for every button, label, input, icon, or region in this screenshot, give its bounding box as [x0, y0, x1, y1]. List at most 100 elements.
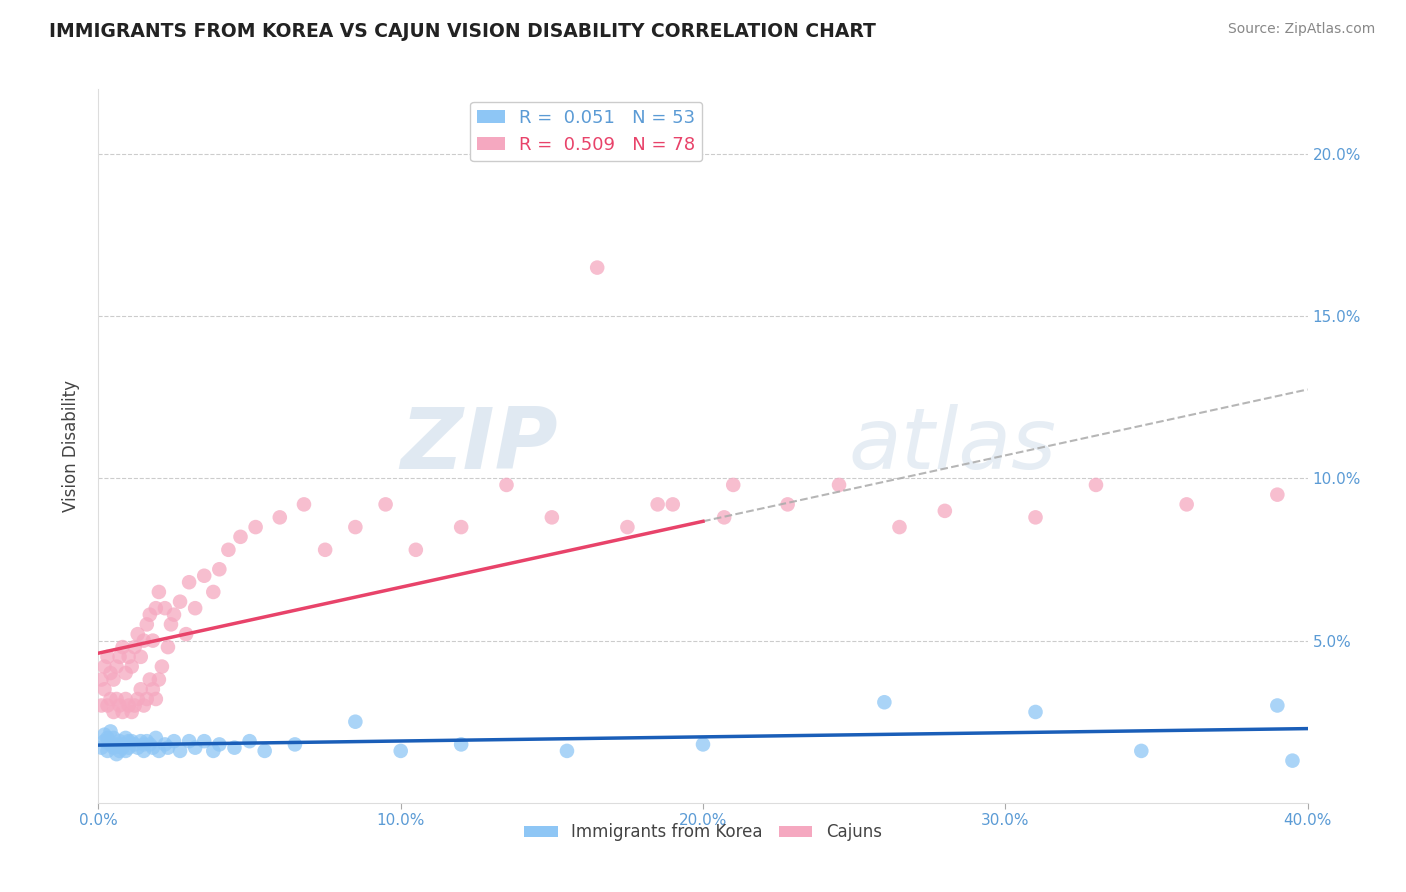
Point	[118, 649, 141, 664]
Point	[118, 698, 141, 713]
Point	[344, 520, 367, 534]
Point	[208, 738, 231, 752]
Point	[344, 714, 367, 729]
Point	[239, 734, 262, 748]
Point	[90, 698, 112, 713]
Point	[114, 731, 136, 745]
Text: atlas: atlas	[848, 404, 1056, 488]
Y-axis label: Vision Disability: Vision Disability	[62, 380, 80, 512]
Point	[108, 734, 131, 748]
Point	[616, 520, 638, 534]
Point	[132, 698, 155, 713]
Point	[96, 649, 118, 664]
Point	[661, 497, 683, 511]
Point	[889, 520, 911, 534]
Point	[108, 744, 131, 758]
Point	[96, 744, 118, 758]
Point	[148, 585, 170, 599]
Point	[93, 734, 115, 748]
Point	[495, 478, 517, 492]
Point	[692, 738, 714, 752]
Point	[100, 666, 122, 681]
Point	[121, 734, 143, 748]
Point	[132, 738, 155, 752]
Point	[121, 705, 143, 719]
Point	[142, 740, 165, 755]
Text: Source: ZipAtlas.com: Source: ZipAtlas.com	[1227, 22, 1375, 37]
Point	[100, 738, 122, 752]
Point	[105, 747, 128, 761]
Text: ZIP: ZIP	[401, 404, 558, 488]
Point	[103, 673, 125, 687]
Point	[124, 698, 146, 713]
Point	[132, 744, 155, 758]
Point	[1024, 510, 1046, 524]
Point	[776, 497, 799, 511]
Point	[202, 744, 225, 758]
Point	[586, 260, 609, 275]
Point	[1267, 488, 1289, 502]
Point	[96, 731, 118, 745]
Point	[121, 659, 143, 673]
Point	[193, 734, 215, 748]
Point	[142, 682, 165, 697]
Point	[145, 731, 167, 745]
Point	[114, 744, 136, 758]
Point	[135, 734, 157, 748]
Point	[647, 497, 669, 511]
Point	[142, 633, 165, 648]
Point	[145, 601, 167, 615]
Point	[111, 740, 134, 755]
Point	[118, 734, 141, 748]
Point	[148, 673, 170, 687]
Point	[135, 692, 157, 706]
Point	[555, 744, 578, 758]
Point	[108, 698, 131, 713]
Point	[100, 692, 122, 706]
Point	[96, 698, 118, 713]
Point	[153, 601, 176, 615]
Point	[114, 692, 136, 706]
Point	[127, 627, 149, 641]
Point	[405, 542, 427, 557]
Point	[90, 673, 112, 687]
Point	[111, 640, 134, 654]
Point	[169, 595, 191, 609]
Point	[127, 692, 149, 706]
Point	[150, 659, 173, 673]
Point	[153, 738, 176, 752]
Point	[118, 740, 141, 755]
Point	[540, 510, 562, 524]
Point	[224, 740, 246, 755]
Point	[713, 510, 735, 524]
Point	[269, 510, 291, 524]
Point	[202, 585, 225, 599]
Point	[100, 724, 122, 739]
Point	[314, 542, 336, 557]
Point	[105, 659, 128, 673]
Point	[163, 607, 186, 622]
Point	[93, 728, 115, 742]
Point	[184, 740, 207, 755]
Point	[828, 478, 851, 492]
Point	[139, 673, 162, 687]
Point	[184, 601, 207, 615]
Legend: Immigrants from Korea, Cajuns: Immigrants from Korea, Cajuns	[517, 817, 889, 848]
Point	[129, 734, 152, 748]
Point	[450, 738, 472, 752]
Point	[1281, 754, 1303, 768]
Point	[129, 649, 152, 664]
Point	[139, 607, 162, 622]
Point	[174, 627, 197, 641]
Point	[169, 744, 191, 758]
Point	[139, 738, 162, 752]
Point	[284, 738, 307, 752]
Point	[108, 649, 131, 664]
Point	[450, 520, 472, 534]
Point	[873, 695, 896, 709]
Point	[374, 497, 396, 511]
Point	[723, 478, 745, 492]
Point	[156, 640, 179, 654]
Point	[160, 617, 183, 632]
Point	[208, 562, 231, 576]
